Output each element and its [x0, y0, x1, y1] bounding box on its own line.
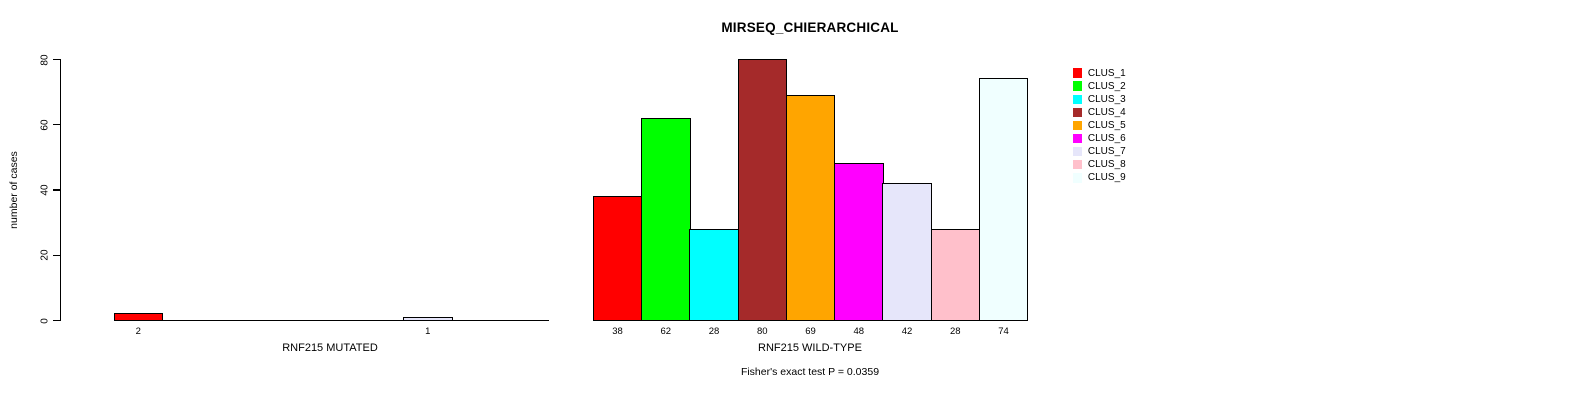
- legend-swatch: [1073, 120, 1083, 131]
- legend-swatch: [1073, 173, 1083, 183]
- bar-value-label: 74: [998, 326, 1009, 337]
- y-axis-tick-label: 40: [39, 184, 50, 196]
- bar-clus_2: [641, 117, 691, 322]
- legend-swatch: [1073, 160, 1083, 170]
- y-axis-tick-label: 20: [39, 249, 50, 261]
- legend-item-clus_6: CLUS_6: [1073, 132, 1126, 145]
- y-axis-label: number of cases: [8, 151, 20, 229]
- bar-clus_4: [737, 58, 788, 322]
- legend-swatch: [1073, 81, 1083, 91]
- zero-bar-clus_9: [499, 319, 550, 322]
- bar-clus_9: [978, 78, 1029, 322]
- bar-clus_3: [689, 228, 739, 322]
- zero-bar-clus_2: [161, 319, 212, 322]
- y-axis-tick-label: 80: [39, 53, 50, 66]
- bar-value-label: 48: [853, 326, 865, 337]
- legend-label: CLUS_1: [1087, 67, 1126, 79]
- bar-value-label: 28: [708, 326, 720, 337]
- legend-item-clus_4: CLUS_4: [1073, 106, 1126, 119]
- zero-bar-clus_6: [354, 319, 405, 322]
- legend-swatch: [1073, 133, 1083, 144]
- y-axis-tick: [53, 189, 60, 191]
- x-axis-title-wildtype: RNF215 WILD-TYPE: [758, 342, 862, 354]
- bar-clus_6: [834, 163, 884, 322]
- legend-item-clus_8: CLUS_8: [1073, 158, 1126, 171]
- bar-clus_1: [113, 313, 164, 322]
- bar-clus_8: [930, 228, 981, 322]
- legend-label: CLUS_2: [1087, 80, 1126, 92]
- x-axis-title-mutated: RNF215 MUTATED: [282, 342, 378, 354]
- zero-bar-clus_3: [210, 319, 260, 322]
- bar-value-label: 2: [135, 326, 141, 337]
- y-axis-tick-label: 0: [39, 317, 50, 324]
- bar-value-label: 42: [901, 326, 913, 337]
- bar-value-label: 69: [805, 326, 816, 337]
- legend-label: CLUS_6: [1087, 133, 1126, 144]
- legend-item-clus_1: CLUS_1: [1073, 67, 1126, 80]
- legend-label: CLUS_9: [1087, 172, 1126, 184]
- bar-value-label: 62: [660, 326, 672, 337]
- legend-label: CLUS_3: [1087, 93, 1126, 105]
- y-axis-tick: [53, 124, 60, 126]
- y-axis-tick-label: 60: [39, 119, 50, 131]
- y-axis-line: [59, 58, 62, 322]
- bar-value-label: 1: [425, 326, 431, 337]
- legend-label: CLUS_5: [1087, 119, 1126, 131]
- y-axis-tick: [53, 58, 60, 61]
- y-axis-tick: [53, 254, 60, 256]
- legend-swatch: [1073, 68, 1083, 78]
- legend-label: CLUS_7: [1087, 146, 1126, 158]
- y-axis-tick: [53, 319, 60, 322]
- zero-bar-clus_4: [258, 319, 308, 322]
- legend-item-clus_7: CLUS_7: [1073, 145, 1126, 158]
- bar-value-label: 28: [950, 326, 961, 337]
- fisher-test-note: Fisher's exact test P = 0.0359: [740, 366, 880, 378]
- bar-clus_7: [882, 182, 932, 322]
- bar-clus_1: [592, 195, 643, 322]
- bar-clus_7: [403, 316, 453, 322]
- legend-swatch: [1073, 107, 1083, 118]
- legend-label: CLUS_4: [1087, 106, 1126, 118]
- zero-bar-clus_5: [306, 319, 357, 322]
- legend-item-clus_5: CLUS_5: [1073, 119, 1126, 132]
- legend-item-clus_3: CLUS_3: [1073, 93, 1126, 106]
- legend-label: CLUS_8: [1087, 159, 1126, 171]
- legend-swatch: [1073, 146, 1083, 157]
- bar-value-label: 80: [757, 326, 768, 337]
- bar-clus_5: [785, 94, 836, 322]
- legend-swatch: [1073, 94, 1083, 104]
- legend-item-clus_9: CLUS_9: [1073, 171, 1126, 184]
- bar-value-label: 38: [612, 326, 623, 337]
- zero-bar-clus_8: [451, 319, 501, 322]
- chart-title: MIRSEQ_CHIERARCHICAL: [721, 20, 899, 35]
- legend-item-clus_2: CLUS_2: [1073, 80, 1126, 93]
